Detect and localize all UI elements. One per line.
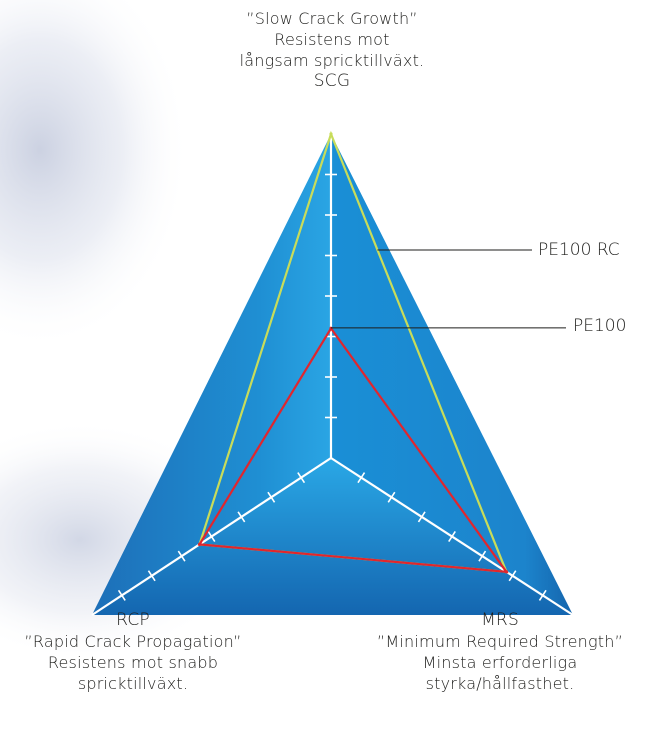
axis-tick-rcp <box>147 570 156 582</box>
axis-label-scg: ”Slow Crack Growth” Resistens mot långsa… <box>200 8 464 92</box>
axis-desc-scg-line1: Resistens mot <box>274 30 390 49</box>
axis-tick-rcp <box>297 472 306 484</box>
axis-tick-mrs <box>538 589 547 601</box>
axis-tick-mrs <box>478 550 487 562</box>
axis-desc-mrs-line1: Minsta erforderliga <box>422 653 578 672</box>
axis-name-rcp: ”Rapid Crack Propagation” <box>24 632 242 651</box>
axis-desc-rcp-line1: Resistens mot snabb <box>47 653 219 672</box>
axis-label-mrs: MRS ”Minimum Required Strength” Minsta e… <box>352 610 648 694</box>
series-point-pe100-mrs <box>504 570 509 574</box>
axis-tick-rcp <box>177 550 186 562</box>
axis-desc-rcp-line2: spricktillväxt. <box>77 674 189 693</box>
axis-tick-rcp <box>237 511 246 523</box>
axis-name-mrs: ”Minimum Required Strength” <box>376 632 624 651</box>
axis-tick-mrs <box>417 511 426 523</box>
series-point-pe100-rcp <box>197 542 202 546</box>
axis-code-scg: SCG <box>313 71 351 91</box>
axis-tick-mrs <box>448 531 456 542</box>
pyramid-face-left <box>92 134 331 615</box>
pyramid-face-right <box>331 134 573 615</box>
axis-code-rcp: RCP <box>116 610 150 630</box>
axis-desc-scg-line2: långsam spricktillväxt. <box>239 51 425 70</box>
legend-label-pe100: PE100 <box>573 316 627 337</box>
axis-tick-rcp <box>267 491 276 503</box>
axis-tick-mrs <box>508 570 517 582</box>
background-cloud-top <box>0 0 190 350</box>
axis-tick-rcp <box>207 531 216 542</box>
pyramid-face-bottom <box>92 458 573 615</box>
axis-name-scg: ”Slow Crack Growth” <box>246 9 418 28</box>
series-polygon-pe100 <box>197 326 509 574</box>
axis-label-rcp: RCP ”Rapid Crack Propagation” Resistens … <box>2 610 264 694</box>
axis-tick-mrs <box>387 491 396 503</box>
axis-code-mrs: MRS <box>481 610 519 630</box>
legend-label-pe100rc: PE100 RC <box>538 240 620 260</box>
axis-desc-mrs-line2: styrka/hållfasthet. <box>425 674 575 693</box>
axis-tick-mrs <box>357 472 366 484</box>
series-point-pe100rc-scg <box>329 132 333 136</box>
axis-tick-rcp <box>117 589 126 601</box>
